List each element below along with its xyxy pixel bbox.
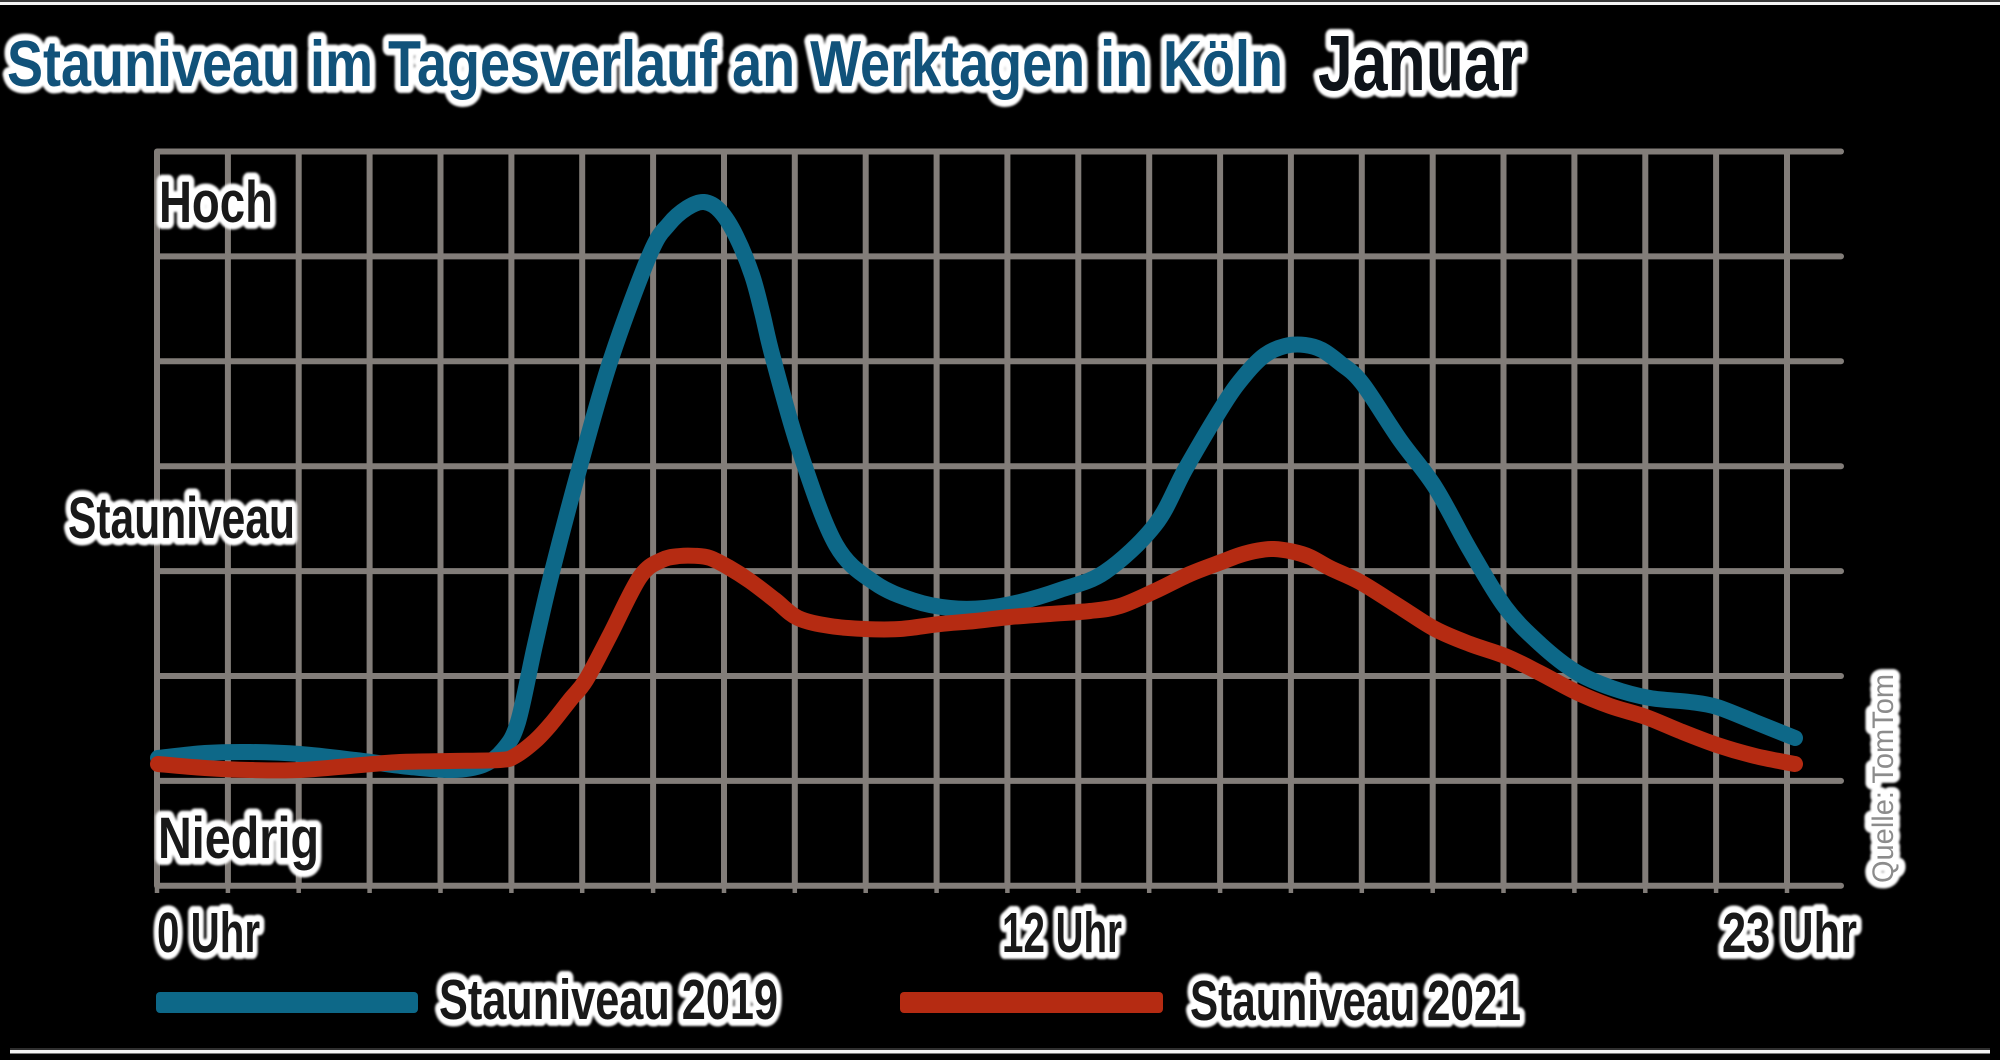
- svg-text:Hoch: Hoch: [159, 170, 273, 235]
- svg-text:12 Uhr: 12 Uhr: [1002, 901, 1122, 965]
- svg-text:Niedrig: Niedrig: [158, 806, 319, 871]
- svg-text:Stauniveau 2019: Stauniveau 2019: [439, 968, 778, 1032]
- svg-text:Stauniveau 2021: Stauniveau 2021: [1190, 969, 1521, 1033]
- svg-text:Quelle: TomTom: Quelle: TomTom: [1867, 674, 1900, 883]
- svg-text:23 Uhr: 23 Uhr: [1722, 901, 1857, 965]
- svg-text:Januar: Januar: [1318, 18, 1523, 107]
- svg-text:0 Uhr: 0 Uhr: [157, 901, 260, 965]
- svg-text:Niedrig: Niedrig: [158, 806, 319, 871]
- svg-text:23 Uhr: 23 Uhr: [1722, 901, 1857, 965]
- svg-text:Stauniveau im Tagesverlauf an: Stauniveau im Tagesverlauf an Werktagen …: [7, 27, 1283, 100]
- svg-text:Stauniveau: Stauniveau: [68, 486, 295, 551]
- svg-text:Stauniveau 2019: Stauniveau 2019: [439, 968, 778, 1032]
- svg-text:0 Uhr: 0 Uhr: [157, 901, 260, 965]
- svg-text:Januar: Januar: [1318, 18, 1523, 107]
- svg-text:Stauniveau im Tagesverlauf an: Stauniveau im Tagesverlauf an Werktagen …: [7, 27, 1283, 100]
- svg-text:Stauniveau: Stauniveau: [68, 486, 295, 551]
- svg-text:Quelle: TomTom: Quelle: TomTom: [1867, 674, 1900, 883]
- svg-text:12 Uhr: 12 Uhr: [1002, 901, 1122, 965]
- svg-text:Stauniveau 2021: Stauniveau 2021: [1190, 969, 1521, 1033]
- svg-text:Hoch: Hoch: [159, 170, 273, 235]
